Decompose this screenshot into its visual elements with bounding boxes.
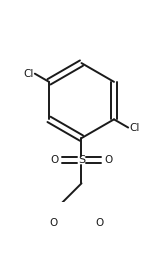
Text: O: O	[104, 155, 113, 165]
Text: O: O	[50, 218, 58, 228]
Text: O: O	[50, 155, 59, 165]
Text: O: O	[96, 218, 104, 228]
Text: Cl: Cl	[129, 123, 140, 133]
Text: S: S	[78, 155, 85, 165]
Text: Cl: Cl	[23, 69, 34, 79]
